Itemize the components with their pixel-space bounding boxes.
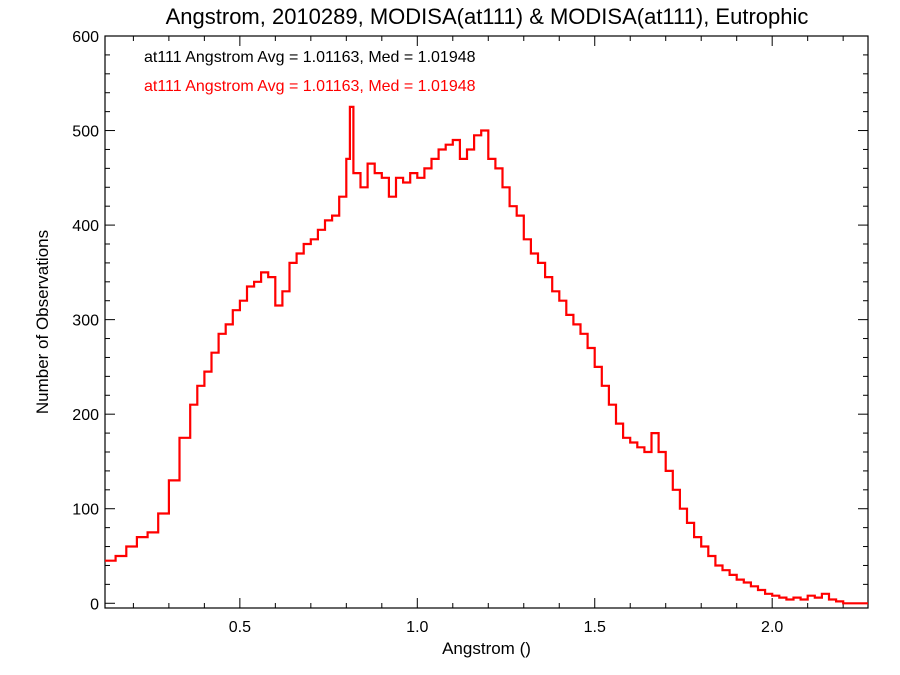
y-tick-label: 600 xyxy=(72,29,99,46)
plot-frame xyxy=(104,35,869,609)
series-layer xyxy=(105,105,868,605)
x-axis-label: Angstrom () xyxy=(442,639,531,658)
x-tick-label: 2.0 xyxy=(761,619,783,636)
y-tick-label: 100 xyxy=(72,502,99,519)
y-tick-label: 500 xyxy=(72,124,99,141)
y-tick-label: 200 xyxy=(72,407,99,424)
y-tick-label: 0 xyxy=(90,596,99,613)
histogram-series-line xyxy=(105,105,868,605)
legend-entry-black: at111 Angstrom Avg = 1.01163, Med = 1.01… xyxy=(144,49,476,66)
y-tick-label: 300 xyxy=(72,313,99,330)
axis-ticks xyxy=(105,35,868,608)
axis-tick-labels: 0.5 1.0 1.5 2.0 0 100 200 300 400 500 600 xyxy=(72,29,783,636)
y-axis-label: Number of Observations xyxy=(33,230,52,414)
legend-entry-red: at111 Angstrom Avg = 1.01163, Med = 1.01… xyxy=(144,78,476,95)
chart-title: Angstrom, 2010289, MODISA(at111) & MODIS… xyxy=(166,4,809,29)
x-tick-label: 1.5 xyxy=(584,619,606,636)
x-tick-label: 1.0 xyxy=(406,619,428,636)
y-tick-label: 400 xyxy=(72,218,99,235)
x-tick-label: 0.5 xyxy=(229,619,251,636)
